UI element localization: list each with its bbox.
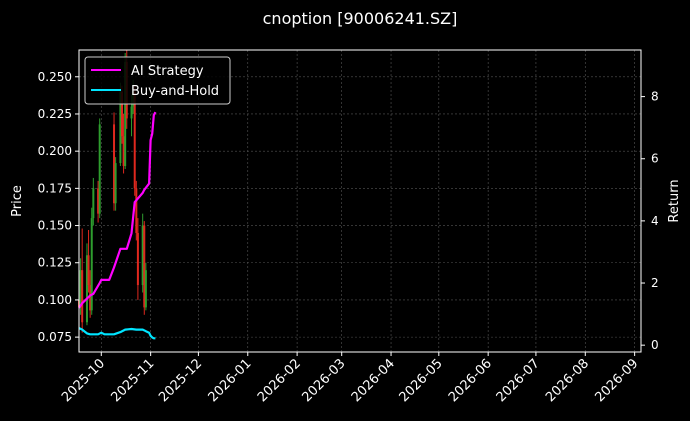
y2-tick-label: 8 bbox=[651, 90, 659, 104]
y-axis-right: 0 2 4 6 8 bbox=[641, 90, 659, 352]
candle-body bbox=[81, 270, 84, 323]
y-axis-left: 0.075 0.100 0.125 0.150 0.175 0.200 0.225 0.250 bbox=[38, 70, 79, 344]
series-lines bbox=[78, 111, 157, 340]
x-tick-label: 2026-07 bbox=[494, 356, 543, 405]
candle-body bbox=[143, 225, 146, 308]
candle-body bbox=[124, 61, 127, 167]
y-tick-label: 0.250 bbox=[38, 70, 72, 84]
plot-frame bbox=[78, 49, 642, 353]
x-tick-label: 2026-05 bbox=[397, 356, 446, 405]
x-tick-label: 2026-04 bbox=[349, 356, 398, 405]
candle-body bbox=[120, 91, 123, 137]
legend-label-ai-strategy: AI Strategy bbox=[131, 64, 204, 79]
candle-body bbox=[114, 163, 117, 204]
y-tick-label: 0.150 bbox=[38, 219, 72, 233]
candle-body bbox=[133, 91, 136, 189]
x-tick-label: 2025-10 bbox=[59, 356, 108, 405]
candle-body bbox=[89, 285, 92, 311]
legend-box bbox=[84, 56, 231, 105]
y-tick-label: 0.225 bbox=[38, 107, 72, 121]
x-tick-label: 2026-03 bbox=[299, 356, 348, 405]
series-line-buy-and-hold bbox=[78, 327, 156, 340]
y2-tick-label: 2 bbox=[651, 276, 659, 290]
candle-body bbox=[130, 106, 133, 119]
y-axis-label: Price bbox=[10, 185, 25, 217]
candle-body bbox=[136, 232, 139, 286]
candle-body bbox=[90, 218, 93, 311]
y2-axis-label: Return bbox=[667, 179, 682, 222]
candle-body bbox=[85, 255, 88, 323]
candle-body bbox=[79, 270, 82, 308]
x-tick-label: 2026-08 bbox=[543, 356, 592, 405]
candle-body bbox=[141, 225, 144, 286]
candle-body bbox=[119, 91, 122, 164]
y2-tick-label: 4 bbox=[651, 214, 659, 228]
x-tick-label: 2026-06 bbox=[446, 356, 495, 405]
candle-body bbox=[144, 270, 147, 308]
legend: AI Strategy Buy-and-Hold bbox=[84, 56, 231, 105]
y2-tick-label: 6 bbox=[651, 152, 659, 166]
y-tick-label: 0.075 bbox=[38, 330, 72, 344]
x-tick-label: 2026-09 bbox=[592, 356, 641, 405]
candle-body bbox=[113, 124, 116, 204]
x-tick-label: 2025-12 bbox=[156, 356, 205, 405]
candle-body bbox=[92, 188, 95, 219]
x-tick-label: 2026-02 bbox=[255, 356, 304, 405]
candle-body bbox=[87, 255, 90, 286]
candle-body bbox=[122, 136, 125, 167]
legend-label-buy-and-hold: Buy-and-Hold bbox=[131, 84, 219, 99]
y-tick-label: 0.100 bbox=[38, 293, 72, 307]
grid bbox=[79, 50, 641, 352]
candle-body bbox=[98, 124, 101, 214]
chart-title: cnoption [90006241.SZ] bbox=[263, 9, 458, 28]
x-tick-label: 2026-01 bbox=[206, 356, 255, 405]
y-tick-label: 0.125 bbox=[38, 256, 72, 270]
y-tick-label: 0.200 bbox=[38, 144, 72, 158]
candle-body bbox=[135, 188, 138, 233]
y-tick-label: 0.175 bbox=[38, 181, 72, 195]
x-tick-label: 2025-11 bbox=[108, 356, 157, 405]
y2-tick-label: 0 bbox=[651, 338, 659, 352]
candle-body bbox=[97, 188, 100, 214]
series-line-ai-strategy bbox=[78, 111, 157, 309]
